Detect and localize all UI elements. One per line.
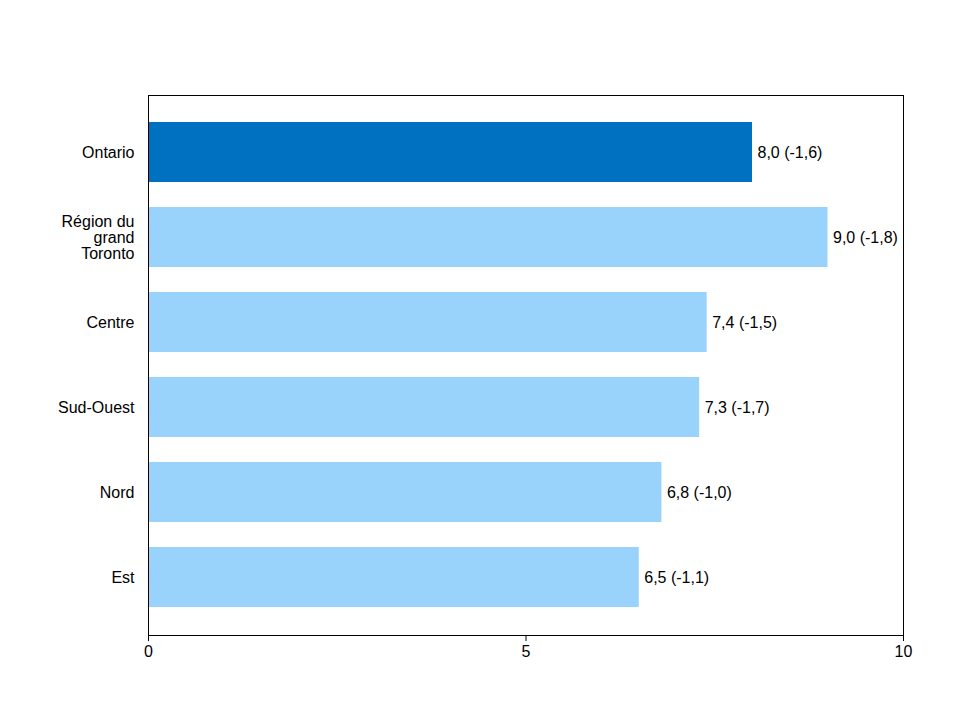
svg-text:Ontario: Ontario: [82, 144, 135, 161]
svg-text:5: 5: [522, 643, 531, 660]
svg-text:10: 10: [895, 643, 913, 660]
html-text:En pourcentage (variation en p: En pourcentage (variation en points de p…: [152, 40, 573, 60]
svg-text:7,3 (-1,7): 7,3 (-1,7): [705, 399, 770, 416]
svg-text:Nord: Nord: [100, 484, 135, 501]
svg-text:Région dugrandToronto: Région dugrandToronto: [62, 213, 135, 262]
svg-text:0: 0: [144, 643, 153, 660]
svg-text:7,4 (-1,5): 7,4 (-1,5): [712, 314, 777, 331]
svg-text:6,8 (-1,0): 6,8 (-1,0): [667, 484, 732, 501]
svg-text:9,0 (-1,8): 9,0 (-1,8): [833, 229, 898, 246]
svg-text:6,5 (-1,1): 6,5 (-1,1): [644, 569, 709, 586]
svg-text:Est: Est: [111, 569, 135, 586]
svg-text:8,0 (-1,6): 8,0 (-1,6): [758, 144, 823, 161]
svg-text:Sud-Ouest: Sud-Ouest: [58, 399, 135, 416]
svg-text:Centre: Centre: [86, 314, 134, 331]
